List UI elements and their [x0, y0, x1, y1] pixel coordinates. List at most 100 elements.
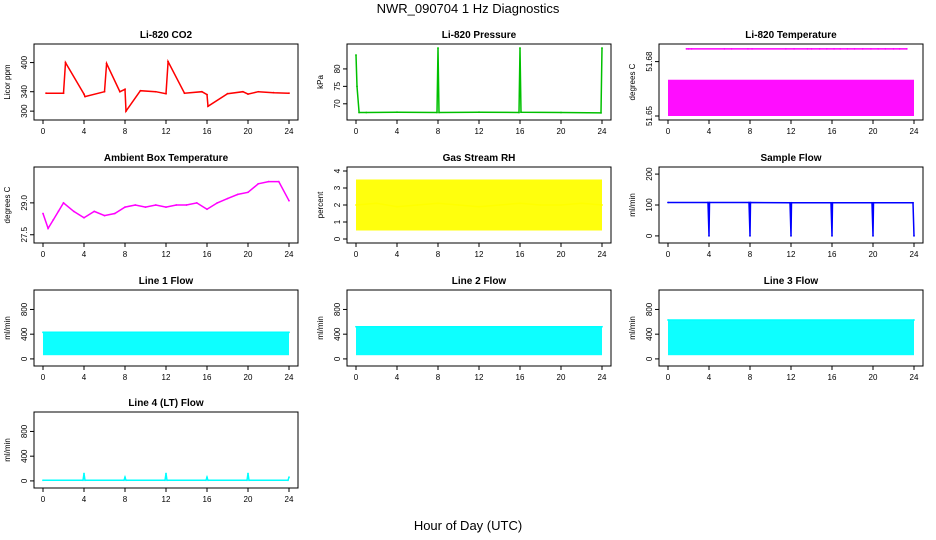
- x-tick-label: 8: [123, 373, 128, 382]
- data-point: [833, 48, 835, 50]
- y-tick-label: 2: [333, 202, 342, 207]
- data-point: [396, 111, 398, 114]
- data-point: [839, 48, 842, 50]
- data-point: [601, 47, 603, 49]
- y-axis-label: ml/min: [628, 316, 637, 340]
- data-point: [288, 92, 290, 95]
- page-title: NWR_090704 1 Hz Diagnostics: [376, 1, 560, 16]
- y-tick-label: 400: [333, 327, 342, 341]
- y-tick-label: 800: [645, 302, 654, 316]
- data-point: [206, 93, 208, 96]
- data-point: [457, 204, 460, 206]
- x-tick-label: 12: [162, 495, 171, 504]
- y-tick-label: 0: [333, 236, 342, 241]
- chart-panel-4: Ambient Box Temperature degrees C 0 4 8 12 16 2…: [3, 153, 299, 259]
- y-tick-label: 51.68: [645, 51, 654, 72]
- data-point: [62, 92, 65, 95]
- data-point: [560, 204, 562, 206]
- chart-title: Li-820 Temperature: [745, 30, 837, 41]
- data-point: [601, 204, 603, 206]
- data-point: [165, 472, 167, 475]
- data-point: [246, 479, 248, 482]
- y-tick-label: 400: [20, 327, 29, 341]
- chart-title: Gas Stream RH: [443, 153, 516, 164]
- data-point: [365, 111, 368, 114]
- data-point: [206, 208, 208, 211]
- data-point: [708, 201, 711, 204]
- series-band: [668, 79, 914, 116]
- x-tick-label: 4: [707, 127, 712, 136]
- x-tick-label: 12: [162, 373, 171, 382]
- data-point: [730, 48, 733, 50]
- y-tick-label: 27.5: [20, 226, 29, 242]
- data-point: [871, 201, 873, 204]
- x-tick-label: 12: [787, 373, 796, 382]
- data-point: [52, 218, 55, 221]
- x-tick-label: 16: [516, 250, 525, 259]
- series-line: [668, 201, 915, 236]
- x-tick-label: 0: [354, 250, 359, 259]
- data-point: [247, 191, 249, 194]
- data-point: [355, 204, 357, 206]
- y-tick-label: 300: [20, 104, 29, 118]
- data-point: [830, 201, 832, 204]
- data-point: [872, 201, 875, 204]
- y-tick-label: 1: [333, 219, 342, 224]
- x-tick-label: 16: [203, 495, 212, 504]
- data-point: [416, 204, 419, 206]
- x-tick-label: 0: [666, 250, 671, 259]
- y-axis-label: percent: [316, 191, 325, 218]
- data-point: [200, 90, 203, 93]
- data-point: [831, 201, 834, 204]
- x-axis-title: Hour of Day (UTC): [413, 518, 523, 533]
- series-band: [43, 332, 289, 356]
- data-point: [478, 205, 480, 208]
- chart-title: Line 4 (LT) Flow: [128, 398, 204, 409]
- x-tick-label: 12: [475, 250, 484, 259]
- data-point: [912, 201, 914, 204]
- data-point: [84, 479, 86, 482]
- data-point: [124, 88, 126, 91]
- data-point: [892, 48, 895, 50]
- data-point: [687, 48, 690, 50]
- data-point: [103, 214, 106, 217]
- data-point: [539, 204, 542, 206]
- y-tick-label: 100: [645, 198, 654, 212]
- data-point: [825, 48, 828, 50]
- y-axis-label: ml/min: [3, 438, 12, 462]
- data-point: [818, 48, 821, 50]
- data-point: [810, 48, 813, 50]
- data-point: [498, 204, 501, 206]
- y-tick-label: 0: [645, 356, 654, 361]
- plot-frame: [33, 43, 299, 121]
- data-point: [47, 227, 50, 230]
- data-point: [125, 479, 127, 482]
- data-point: [164, 479, 166, 482]
- x-tick-label: 0: [666, 127, 671, 136]
- data-point: [134, 204, 137, 206]
- data-point: [355, 54, 357, 56]
- data-point: [478, 111, 480, 114]
- data-point: [806, 48, 809, 50]
- chart-panel-1: Li-820 CO2 Licor ppm 0 4 8 12 16 20 24 300 340 400: [3, 30, 299, 136]
- x-tick-label: 20: [557, 127, 566, 136]
- x-tick-label: 20: [244, 250, 253, 259]
- y-tick-label: 80: [333, 64, 342, 73]
- chart-title: Li-820 CO2: [140, 30, 193, 41]
- data-point: [913, 235, 915, 237]
- data-point: [42, 479, 44, 482]
- data-point: [913, 319, 915, 321]
- chart-title: Line 1 Flow: [139, 276, 194, 287]
- chart-panel-7: Line 1 Flow ml/min 0 4 8 12 16 20 24 0 400 800: [3, 276, 299, 382]
- x-tick-label: 16: [203, 127, 212, 136]
- y-axis-label: Licor ppm: [3, 64, 12, 99]
- chart-panel-8: Line 2 Flow ml/min 0 4 8 12 16 20 24 0 400 800: [316, 276, 612, 382]
- data-point: [175, 204, 178, 206]
- data-point: [793, 48, 795, 50]
- data-point: [84, 95, 86, 98]
- y-tick-label: 75: [333, 81, 342, 90]
- data-point: [125, 110, 127, 113]
